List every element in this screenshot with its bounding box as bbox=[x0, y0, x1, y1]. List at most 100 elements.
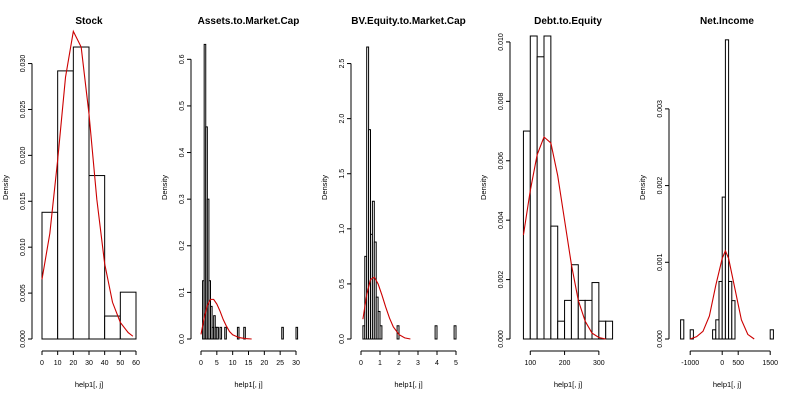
x-tick-label: 30 bbox=[292, 360, 300, 367]
y-axis-label: Density bbox=[320, 175, 329, 200]
panel-title: Debt.to.Equity bbox=[534, 16, 602, 27]
y-tick-label: 0.004 bbox=[498, 211, 505, 229]
x-tick-label: 300 bbox=[593, 360, 605, 367]
y-tick-label: 0.2 bbox=[179, 241, 186, 251]
x-tick-label: 3 bbox=[416, 360, 420, 367]
panel-2: Assets.to.Market.Cap 0 5 10 15 20 25 30 0.0 0.1 0.… bbox=[160, 16, 300, 389]
density-curve bbox=[41, 29, 134, 337]
x-tick-label: 0 bbox=[359, 360, 363, 367]
y-tick-label: 0.025 bbox=[20, 101, 27, 119]
density-curve bbox=[522, 136, 606, 340]
y-tick-label: 0.001 bbox=[657, 253, 664, 271]
histogram-bar bbox=[224, 326, 227, 340]
x-axis-label: help1[, j] bbox=[234, 380, 262, 389]
histogram-bar bbox=[377, 310, 381, 340]
x-tick-label: 10 bbox=[229, 360, 237, 367]
x-tick-label: -1000 bbox=[681, 360, 699, 367]
x-tick-label: 100 bbox=[524, 360, 536, 367]
histogram-bar bbox=[570, 264, 579, 340]
y-tick-label: 0.005 bbox=[20, 284, 27, 302]
y-tick-label: 0.000 bbox=[20, 330, 27, 348]
histogram-bar bbox=[453, 325, 457, 340]
y-tick-label: 0.003 bbox=[657, 100, 664, 118]
y-tick-label: 0.0 bbox=[339, 334, 346, 344]
y-tick-label: 0.002 bbox=[657, 177, 664, 195]
y-tick-label: 2.5 bbox=[339, 59, 346, 69]
x-axis-label: help1[, j] bbox=[394, 380, 422, 389]
x-tick-label: 200 bbox=[559, 360, 571, 367]
x-tick-label: 20 bbox=[69, 360, 77, 367]
x-tick-label: 15 bbox=[245, 360, 253, 367]
panel-1: Stock 0 10 20 30 40 50 60 0.000 0.005 0.010 0.015 0.… bbox=[1, 16, 140, 389]
histogram-bar bbox=[769, 329, 774, 340]
y-axis-label: Density bbox=[160, 175, 169, 200]
x-axis-label: help1[, j] bbox=[554, 380, 582, 389]
histogram-bar bbox=[281, 326, 284, 340]
histogram-bar bbox=[598, 320, 607, 340]
x-tick-label: 500 bbox=[732, 360, 744, 367]
y-tick-label: 0.000 bbox=[657, 330, 664, 348]
histogram-bar bbox=[564, 299, 572, 340]
y-tick-label: 0.6 bbox=[179, 54, 186, 64]
histogram-bar bbox=[206, 198, 210, 340]
y-tick-label: 0.0 bbox=[179, 334, 186, 344]
y-tick-label: 0.008 bbox=[498, 92, 505, 110]
panel-3: BV.Equity.to.Market.Cap 0 1 2 3 4 5 0.0 0.5 1.0 1.… bbox=[320, 16, 466, 389]
y-tick-label: 0.5 bbox=[179, 101, 186, 111]
histogram-bar bbox=[680, 319, 685, 340]
y-axis-label: Density bbox=[638, 175, 647, 200]
histogram-bar bbox=[731, 300, 736, 340]
histogram-bar bbox=[584, 299, 593, 340]
y-tick-label: 1.0 bbox=[339, 224, 346, 234]
x-tick-label: 4 bbox=[435, 360, 439, 367]
y-tick-label: 0.3 bbox=[179, 194, 186, 204]
y-tick-label: 0.006 bbox=[498, 152, 505, 170]
histogram-bar bbox=[379, 325, 383, 340]
y-tick-label: 2.0 bbox=[339, 114, 346, 124]
histogram-bar bbox=[236, 326, 240, 340]
x-tick-label: 50 bbox=[116, 360, 124, 367]
histogram-bar bbox=[605, 320, 614, 340]
histogram-bar bbox=[536, 56, 545, 340]
x-tick-label: 1500 bbox=[762, 360, 778, 367]
histogram-bar bbox=[724, 39, 730, 340]
y-tick-label: 0.1 bbox=[179, 287, 186, 297]
x-tick-label: 1 bbox=[378, 360, 382, 367]
histogram-bar bbox=[104, 315, 121, 340]
x-tick-label: 0 bbox=[40, 360, 44, 367]
histogram-bar bbox=[591, 282, 600, 340]
histogram-bar bbox=[219, 326, 223, 340]
x-tick-label: 5 bbox=[215, 360, 219, 367]
histogram-bar bbox=[373, 241, 377, 340]
y-tick-label: 0.015 bbox=[20, 192, 27, 210]
y-axis-label: Density bbox=[1, 175, 10, 200]
histogram-bar bbox=[543, 35, 552, 340]
y-tick-label: 0.010 bbox=[20, 238, 27, 256]
histogram-bar bbox=[57, 70, 74, 340]
histogram-bar bbox=[210, 305, 213, 340]
panel-title: BV.Equity.to.Market.Cap bbox=[351, 16, 465, 27]
y-tick-label: 0.002 bbox=[498, 271, 505, 289]
y-tick-label: 0.020 bbox=[20, 147, 27, 165]
x-tick-label: 60 bbox=[132, 360, 140, 367]
histogram-bar bbox=[295, 326, 299, 340]
histogram-bar bbox=[243, 326, 246, 340]
histogram-bar bbox=[522, 130, 531, 340]
x-axis-label: help1[, j] bbox=[75, 380, 103, 389]
x-tick-label: 2 bbox=[397, 360, 401, 367]
panel-4: Debt.to.Equity 100 200 300 0.000 0.002 0.004 0.… bbox=[479, 16, 614, 389]
panel-title: Assets.to.Market.Cap bbox=[198, 16, 300, 27]
histogram-bar bbox=[557, 320, 566, 340]
y-tick-label: 0.4 bbox=[179, 148, 186, 158]
y-tick-label: 0.030 bbox=[20, 55, 27, 73]
x-tick-label: 5 bbox=[454, 360, 458, 367]
panel-5: Net.Income -1000 0 500 1500 0.000 0.001 0.002 0.… bbox=[638, 16, 778, 389]
x-tick-label: 30 bbox=[85, 360, 93, 367]
histogram-bar bbox=[434, 325, 438, 340]
y-tick-label: 0.5 bbox=[339, 279, 346, 289]
x-tick-label: 40 bbox=[101, 360, 109, 367]
y-tick-label: 0.000 bbox=[498, 330, 505, 348]
x-tick-label: 20 bbox=[260, 360, 268, 367]
